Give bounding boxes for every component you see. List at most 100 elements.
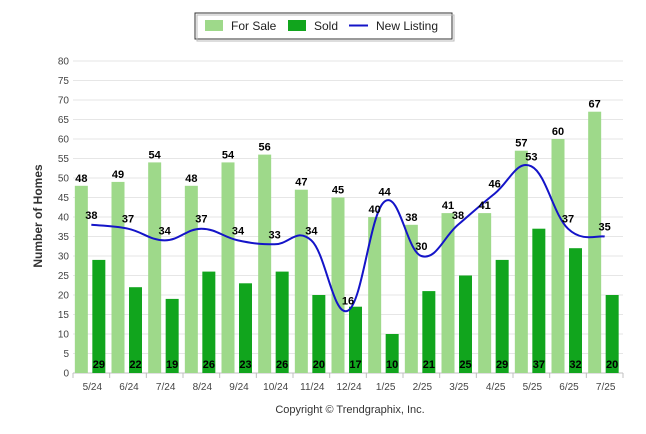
label-sold: 20: [606, 359, 618, 371]
label-new-listing: 44: [379, 186, 392, 198]
new-listing-line: [91, 163, 605, 313]
label-new-listing: 37: [195, 214, 207, 226]
label-sold: 23: [239, 359, 251, 371]
label-for-sale: 41: [442, 200, 454, 212]
y-axis-ticks: 0 5 10 15 20 25 30 35 40 45 50 55 60 65 70 75 80: [58, 57, 70, 380]
data-labels: 48 29 49 22 54 19 48 26 54 23 56 26 47 20 45 17 40 10 38 21…: [75, 99, 618, 371]
label-new-listing: 34: [305, 225, 318, 237]
y-tick-label: 50: [58, 174, 70, 185]
label-for-sale: 60: [552, 126, 564, 138]
label-new-listing: 35: [599, 222, 611, 234]
x-tick-label: 10/24: [263, 382, 288, 393]
x-tick-label: 2/25: [413, 382, 433, 393]
y-tick-label: 60: [58, 135, 70, 146]
x-tick-label: 5/24: [83, 382, 103, 393]
bar-sold: [459, 275, 472, 373]
bar-sold: [92, 259, 106, 373]
label-for-sale: 48: [75, 173, 87, 185]
y-tick-label: 55: [58, 154, 70, 165]
bar-for-sale: [514, 150, 528, 373]
y-tick-label: 0: [63, 369, 69, 380]
label-for-sale: 67: [589, 99, 601, 111]
label-for-sale: 54: [149, 149, 162, 161]
x-axis-ticks: 5/24 6/24 7/24 8/24 9/24 10/24 11/24 12/24 1/25 2…: [72, 373, 624, 393]
label-new-listing: 37: [122, 214, 134, 226]
x-tick-label: 11/24: [300, 382, 325, 393]
bar-sold: [165, 298, 179, 373]
copyright-footer: Copyright © Trendgraphix, Inc.: [275, 404, 424, 416]
x-tick-label: 7/25: [596, 382, 616, 393]
bar-sold: [385, 334, 399, 373]
x-tick-label: 6/24: [119, 382, 139, 393]
bar-sold: [422, 291, 436, 373]
x-tick-label: 9/24: [229, 382, 249, 393]
x-tick-label: 5/25: [523, 382, 543, 393]
x-tick-label: 7/24: [156, 382, 176, 393]
bar-for-sale: [588, 111, 602, 373]
y-tick-label: 70: [58, 96, 70, 107]
label-sold: 17: [349, 359, 361, 371]
legend-shadow: [196, 14, 455, 42]
label-for-sale: 45: [332, 185, 344, 197]
label-sold: 22: [129, 359, 141, 371]
label-sold: 29: [93, 359, 105, 371]
legend-swatch-for-sale: [205, 20, 223, 31]
legend-label-new-listing: New Listing: [376, 19, 438, 33]
x-tick-label: 4/25: [486, 382, 506, 393]
label-new-listing: 33: [269, 229, 281, 241]
label-sold: 26: [203, 359, 215, 371]
legend-swatch-sold: [288, 20, 306, 31]
label-for-sale: 57: [515, 138, 527, 150]
label-sold: 25: [459, 359, 471, 371]
label-sold: 21: [423, 359, 435, 371]
label-sold: 37: [533, 359, 545, 371]
legend-label-for-sale: For Sale: [231, 19, 277, 33]
label-new-listing: 38: [452, 210, 464, 222]
bar-for-sale: [331, 197, 345, 373]
bars: [74, 111, 619, 373]
bar-for-sale: [404, 224, 418, 373]
bar-sold: [605, 295, 619, 373]
bar-for-sale: [148, 162, 162, 373]
label-new-listing: 34: [159, 225, 172, 237]
legend[interactable]: For Sale Sold New Listing: [194, 12, 455, 42]
x-tick-label: 1/25: [376, 382, 396, 393]
y-tick-label: 5: [63, 349, 69, 360]
label-for-sale: 38: [405, 212, 417, 224]
bar-sold: [532, 228, 546, 373]
x-tick-label: 12/24: [336, 382, 361, 393]
bar-sold: [202, 271, 216, 373]
y-axis-title: Number of Homes: [31, 164, 45, 268]
label-for-sale: 47: [295, 177, 307, 189]
bar-sold: [569, 248, 582, 373]
label-new-listing: 38: [85, 210, 97, 222]
legend-box: [194, 12, 453, 40]
bar-sold: [312, 295, 326, 373]
label-for-sale: 40: [369, 204, 381, 216]
y-tick-label: 35: [58, 232, 70, 243]
y-tick-label: 10: [58, 330, 70, 341]
bar-sold: [239, 283, 252, 373]
y-tick-label: 15: [58, 310, 70, 321]
y-tick-label: 65: [58, 115, 70, 126]
label-new-listing: 34: [232, 225, 245, 237]
legend-label-sold: Sold: [314, 19, 338, 33]
grid-lines: [73, 60, 623, 374]
bar-for-sale: [221, 162, 235, 373]
bar-sold: [129, 287, 142, 373]
bar-for-sale: [368, 217, 382, 373]
y-tick-label: 25: [58, 271, 70, 282]
label-new-listing: 37: [562, 214, 574, 226]
bar-sold: [349, 306, 362, 373]
bar-for-sale: [551, 139, 565, 373]
label-sold: 10: [386, 359, 398, 371]
label-new-listing: 46: [489, 179, 501, 191]
bar-for-sale: [74, 185, 88, 373]
new-listing-path: [91, 163, 605, 313]
y-tick-label: 80: [58, 57, 70, 68]
label-sold: 26: [276, 359, 288, 371]
x-tick-label: 3/25: [449, 382, 469, 393]
label-sold: 20: [313, 359, 325, 371]
label-for-sale: 41: [479, 200, 491, 212]
